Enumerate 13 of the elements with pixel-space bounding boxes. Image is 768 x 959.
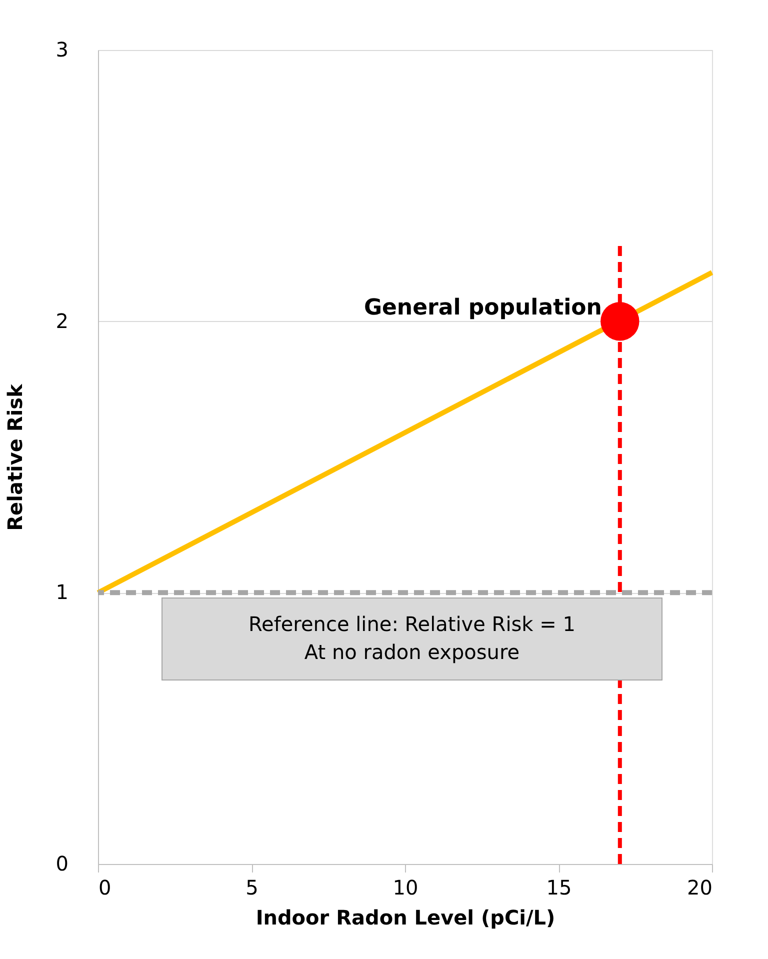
- x-tick-label: 15: [546, 876, 572, 900]
- x-tick-label: 10: [392, 876, 418, 900]
- y-tick-label: 1: [56, 580, 68, 604]
- x-tick-label: 20: [687, 876, 712, 900]
- y-tick-label: 3: [56, 38, 68, 62]
- y-axis-title: Relative Risk: [2, 383, 27, 531]
- x-axis-title: Indoor Radon Level (pCi/L): [256, 906, 556, 930]
- y-tick-label: 0: [56, 852, 68, 876]
- y-tick-label: 2: [56, 308, 68, 333]
- x-tick-label: 0: [98, 876, 112, 900]
- ref-line-label: Reference line: Relative Risk = 1 At no radon exposure: [248, 612, 576, 664]
- x-tick-label: 5: [246, 876, 258, 900]
- annotation: General population: [364, 295, 602, 320]
